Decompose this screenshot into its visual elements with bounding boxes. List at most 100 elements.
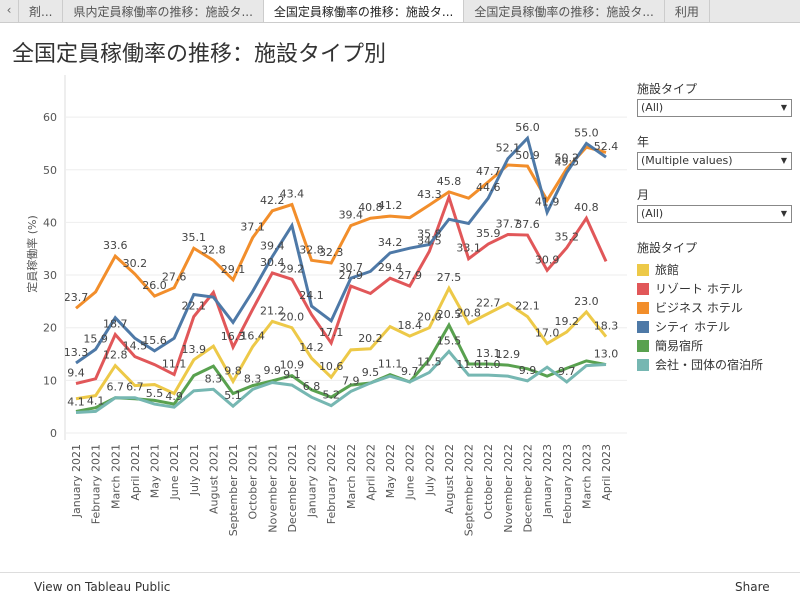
data-label: 12.9 [496,348,521,361]
legend-label: 旅館 [655,263,680,277]
series-line [75,145,607,310]
x-tick-label: November 2021 [266,444,279,533]
legend-label: 簡易宿所 [655,339,704,353]
data-label: 20.8 [456,306,481,319]
y-tick-label: 30 [43,269,57,282]
legend-title: 施設タイプ [637,241,698,255]
data-label: 30.2 [123,257,148,270]
data-label: 19.2 [555,315,580,328]
filter-dropdown[interactable]: (All) [637,205,792,223]
data-label: 11.0 [476,358,501,371]
legend-item[interactable]: 簡易宿所 [637,336,792,355]
data-label: 5.2 [322,389,340,402]
series-line [75,321,607,413]
data-label: 47.7 [476,165,501,178]
series-line [75,349,607,414]
data-label: 5.5 [146,387,164,400]
data-label: 11.5 [417,355,442,368]
y-tick-label: 20 [43,322,57,335]
legend-item[interactable]: シティ ホテル [637,317,792,336]
data-label: 7.9 [342,374,360,387]
data-label: 9.7 [401,365,419,378]
tab[interactable]: 全国定員稼働率の推移：施設タ... [263,0,465,22]
x-tick-label: August 2021 [207,444,220,514]
x-tick-label: March 2021 [109,444,122,509]
data-label: 10.6 [319,360,344,373]
legend-item[interactable]: 旅館 [637,260,792,279]
data-label: 18.7 [103,318,128,331]
data-label: 10.9 [280,359,305,372]
data-label: 40.8 [574,201,599,214]
filter-label: 施設タイプ [637,82,698,96]
x-tick-label: April 2021 [129,444,142,501]
data-label: 13.3 [64,346,89,359]
data-label: 22.1 [515,300,540,313]
x-tick-label: January 2023 [541,444,554,518]
x-tick-label: July 2021 [188,444,201,496]
legend-item[interactable]: ビジネス ホテル [637,298,792,317]
data-label: 4.1 [87,394,105,407]
data-label: 43.3 [417,188,442,201]
data-label: 35.1 [182,231,207,244]
x-tick-label: December 2021 [286,444,299,533]
filter-dropdown[interactable]: (All) [637,99,792,117]
series-line [75,285,608,401]
data-label: 27.9 [339,269,364,282]
legend-label: シティ ホテル [655,320,731,334]
data-label: 50.2 [555,152,580,165]
tab[interactable]: 県内定員稼働率の推移：施設タ... [63,0,264,22]
data-label: 35.9 [476,227,501,240]
x-tick-label: June 2021 [168,444,181,500]
data-label: 9.5 [362,366,380,379]
data-label: 20.5 [437,308,462,321]
data-label: 27.5 [437,271,462,284]
legend-label: 会社・団体の宿泊所 [655,358,764,372]
tab[interactable]: 全国定員稼働率の推移：施設タ... [464,0,665,22]
x-tick-label: October 2021 [247,444,260,520]
data-label: 27.6 [162,271,187,284]
filter-label: 年 [637,135,650,149]
y-tick-label: 40 [43,216,57,229]
data-label: 44.6 [476,181,501,194]
legend-item[interactable]: 会社・団体の宿泊所 [637,355,792,374]
data-label: 29.1 [221,263,246,276]
data-label: 20.2 [358,332,383,345]
legend-swatch [637,320,649,333]
data-label: 49.5 [555,155,580,168]
data-label: 52.4 [594,140,619,153]
legend-swatch [637,358,649,371]
data-label: 6.8 [303,380,321,393]
side-panel: 施設タイプ (All) 年 (Multiple values) 月 (All) 施設タイプ旅… [637,78,792,374]
view-link[interactable]: View on Tableau Public [34,580,171,594]
data-label: 12.8 [103,349,128,362]
data-label: 13.0 [594,348,619,361]
y-axis-title: 定員稼働率 (%) [25,215,39,293]
share-button[interactable]: Share [735,580,770,594]
tab[interactable]: 剤... [19,0,64,22]
tab[interactable]: 利用 [665,0,710,22]
data-label: 9.9 [519,364,537,377]
x-tick-label: April 2022 [364,444,377,501]
legend-item[interactable]: リゾート ホテル [637,279,792,298]
data-label: 39.4 [260,240,285,253]
data-label: 33.6 [103,239,128,252]
data-label: 22.7 [476,296,501,309]
x-tick-label: February 2021 [90,444,103,524]
x-tick-label: December 2022 [521,444,534,533]
data-label: 41.9 [535,195,560,208]
data-label: 8.3 [205,372,223,385]
data-label: 56.0 [515,121,540,134]
x-tick-label: February 2023 [561,444,574,524]
data-label: 37.1 [240,221,265,234]
data-label: 13.9 [182,343,207,356]
tab-nav[interactable]: ‹ [0,0,19,22]
x-tick-label: May 2021 [149,444,162,498]
legend-swatch [637,301,649,314]
plot-area: 12.8 13.99.816.421.220.014.210.620.218.42… [64,121,619,414]
filter-dropdown[interactable]: (Multiple values) [637,152,792,170]
data-label: 34.2 [378,236,403,249]
legend-swatch [637,282,649,295]
data-label: 8.3 [244,372,262,385]
data-label: 16.4 [240,330,265,343]
data-label: 18.4 [397,319,422,332]
